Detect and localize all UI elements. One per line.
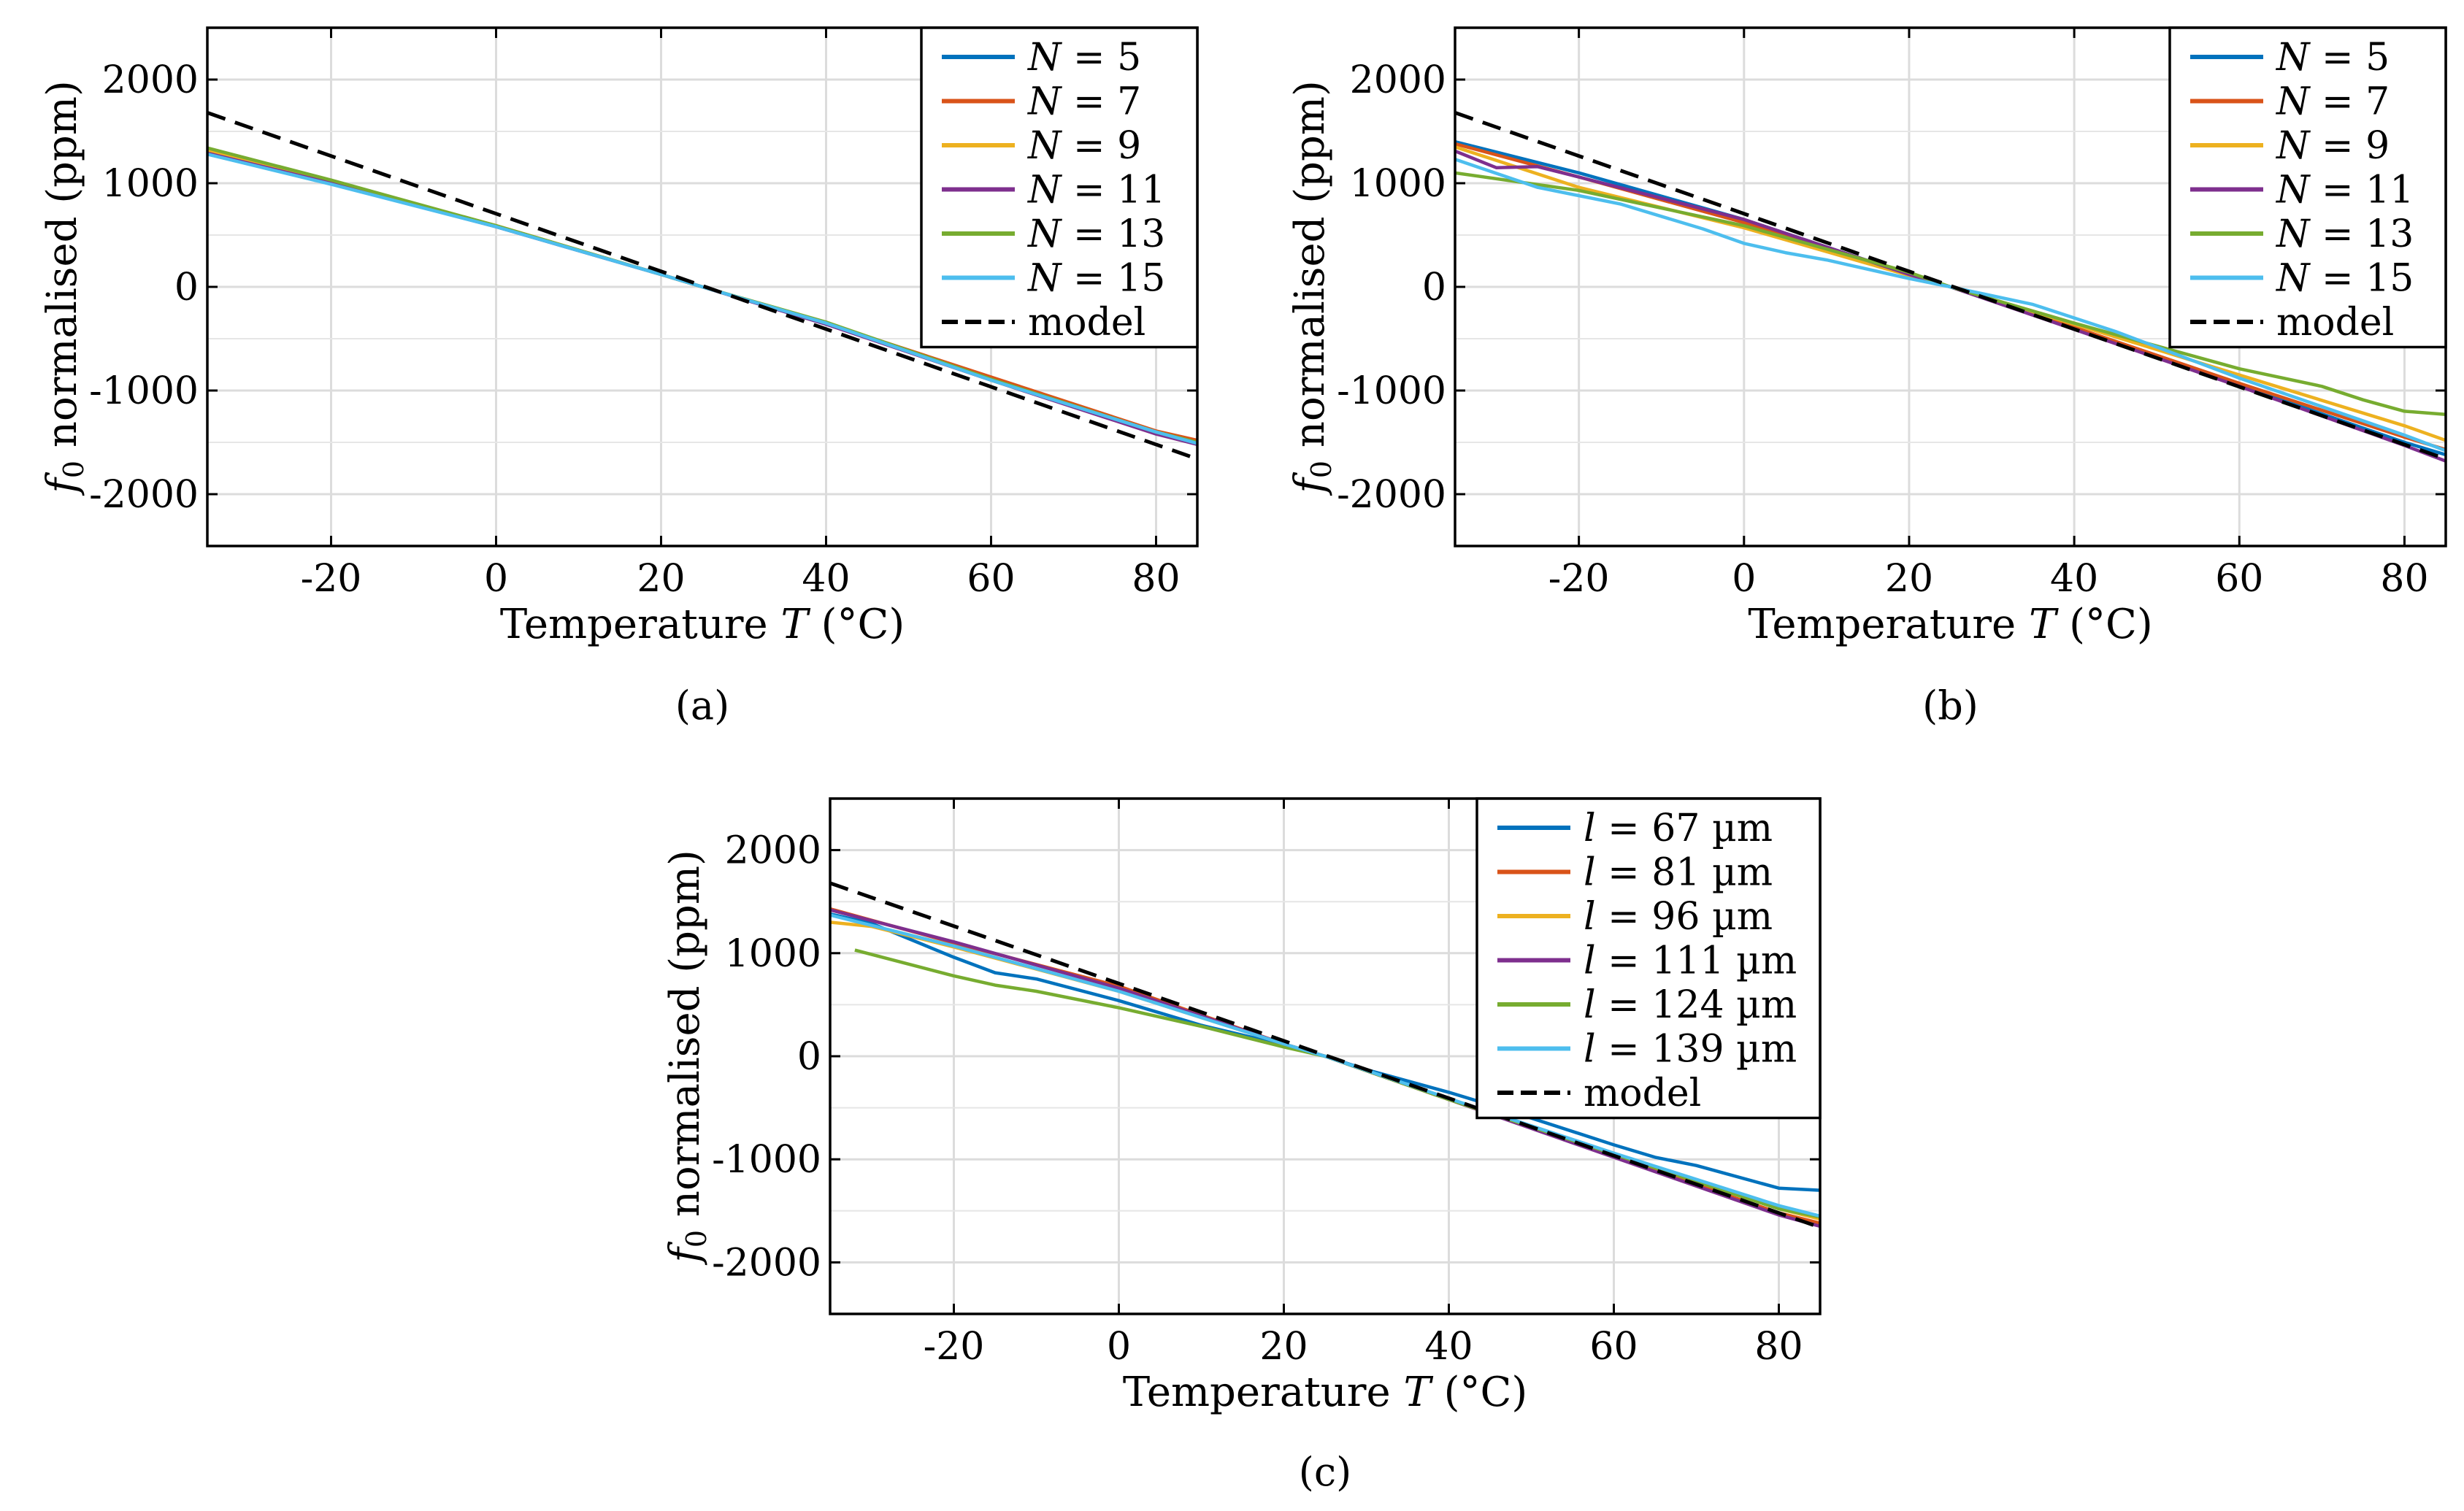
series-group — [1455, 111, 2446, 463]
legend-label: N = 7 — [1026, 80, 1141, 124]
x-tick-label: -20 — [301, 557, 362, 601]
legend-label: N = 11 — [2275, 169, 2414, 212]
y-tick-label: -1000 — [89, 369, 199, 413]
chart-3: -20 0 20 40 60 80 2000 1000 0 -1000 -2000 Temperatu… — [661, 797, 1822, 1495]
x-axis-label: Temperature T (°C) — [1748, 601, 2152, 648]
y-tick-label: 1000 — [1350, 162, 1446, 206]
y-tick-label: 0 — [1422, 266, 1446, 309]
x-tick-label: 80 — [2380, 557, 2428, 601]
x-tick-label: 80 — [1754, 1325, 1803, 1369]
legend-label: l = 124 µm — [1584, 983, 1797, 1027]
x-tick-label: 0 — [1107, 1325, 1131, 1369]
x-tick-label: 0 — [484, 557, 508, 601]
x-tick-label: -20 — [924, 1325, 985, 1369]
x-tick-label: 60 — [967, 557, 1015, 601]
legend-label: model — [1028, 301, 1145, 345]
series-group — [830, 881, 1820, 1229]
x-tick-label: 20 — [637, 557, 685, 601]
x-axis-label: Temperature T (°C) — [1123, 1369, 1527, 1416]
y-tick-label: -2000 — [712, 1241, 821, 1285]
series-line-6 — [1455, 158, 2446, 453]
legend-label: l = 81 µm — [1584, 851, 1773, 895]
y-tick-label: 2000 — [725, 829, 821, 873]
x-tick-label: 0 — [1732, 557, 1756, 601]
legend-label: l = 96 µm — [1584, 895, 1773, 939]
x-tick-label: 60 — [1589, 1325, 1638, 1369]
y-tick-label: 0 — [174, 266, 199, 309]
legend-label: model — [1584, 1072, 1701, 1115]
x-tick-label: 40 — [802, 557, 850, 601]
legend-label: N = 9 — [2275, 124, 2390, 168]
legend-label: N = 15 — [1026, 257, 1165, 301]
legend-label: N = 9 — [1026, 124, 1141, 168]
x-axis-label: Temperature T (°C) — [500, 601, 905, 648]
legend-label: model — [2276, 301, 2394, 345]
x-tick-label: 40 — [1424, 1325, 1473, 1369]
x-tick-label: 20 — [1259, 1325, 1308, 1369]
x-tick-label: 80 — [1132, 557, 1180, 601]
legend-label: l = 139 µm — [1584, 1028, 1797, 1072]
legend-label: N = 7 — [2275, 80, 2390, 124]
chart-1: -20 0 20 40 60 80 2000 1000 0 -1000 -2000 Temperatu… — [39, 26, 1199, 728]
subfigure-caption: (c) — [1299, 1449, 1351, 1495]
legend-label: l = 67 µm — [1584, 807, 1773, 850]
y-tick-label: 1000 — [102, 162, 199, 206]
legend-label: N = 13 — [1026, 212, 1165, 256]
x-tick-label: 60 — [2215, 557, 2263, 601]
subfigure-caption: (b) — [1922, 683, 1979, 728]
y-tick-label: 0 — [797, 1035, 821, 1079]
legend-label: N = 5 — [1026, 36, 1141, 80]
x-tick-label: 20 — [1885, 557, 1933, 601]
y-tick-label: 1000 — [725, 932, 821, 976]
x-tick-label: 40 — [2050, 557, 2098, 601]
y-tick-label: 2000 — [102, 58, 199, 102]
y-tick-label: -1000 — [712, 1138, 821, 1182]
x-tick-label: -20 — [1548, 557, 1610, 601]
series-line-6 — [207, 153, 1197, 445]
y-tick-label: 2000 — [1350, 58, 1446, 102]
chart-2: -20 0 20 40 60 80 2000 1000 0 -1000 -2000 Temperatu… — [1286, 26, 2447, 728]
y-tick-label: -1000 — [1337, 369, 1446, 413]
series-line-5 — [1455, 171, 2446, 416]
legend-label: l = 111 µm — [1584, 939, 1797, 983]
y-axis-label: f0 normalised (ppm) — [661, 850, 713, 1266]
series-group — [207, 111, 1197, 461]
legend-label: N = 13 — [2275, 212, 2414, 256]
legend: l = 67 µml = 81 µml = 96 µml = 111 µml =… — [1475, 797, 1822, 1120]
y-tick-label: -2000 — [89, 473, 199, 517]
legend-label: N = 5 — [2275, 36, 2390, 80]
y-tick-label: -2000 — [1337, 473, 1446, 517]
legend-label: N = 15 — [2275, 257, 2414, 301]
legend-label: N = 11 — [1026, 169, 1165, 212]
subfigure-caption: (a) — [675, 683, 729, 728]
y-axis-label: f0 normalised (ppm) — [39, 80, 90, 496]
y-axis-label: f0 normalised (ppm) — [1286, 80, 1337, 496]
series-line-6 — [830, 913, 1820, 1218]
